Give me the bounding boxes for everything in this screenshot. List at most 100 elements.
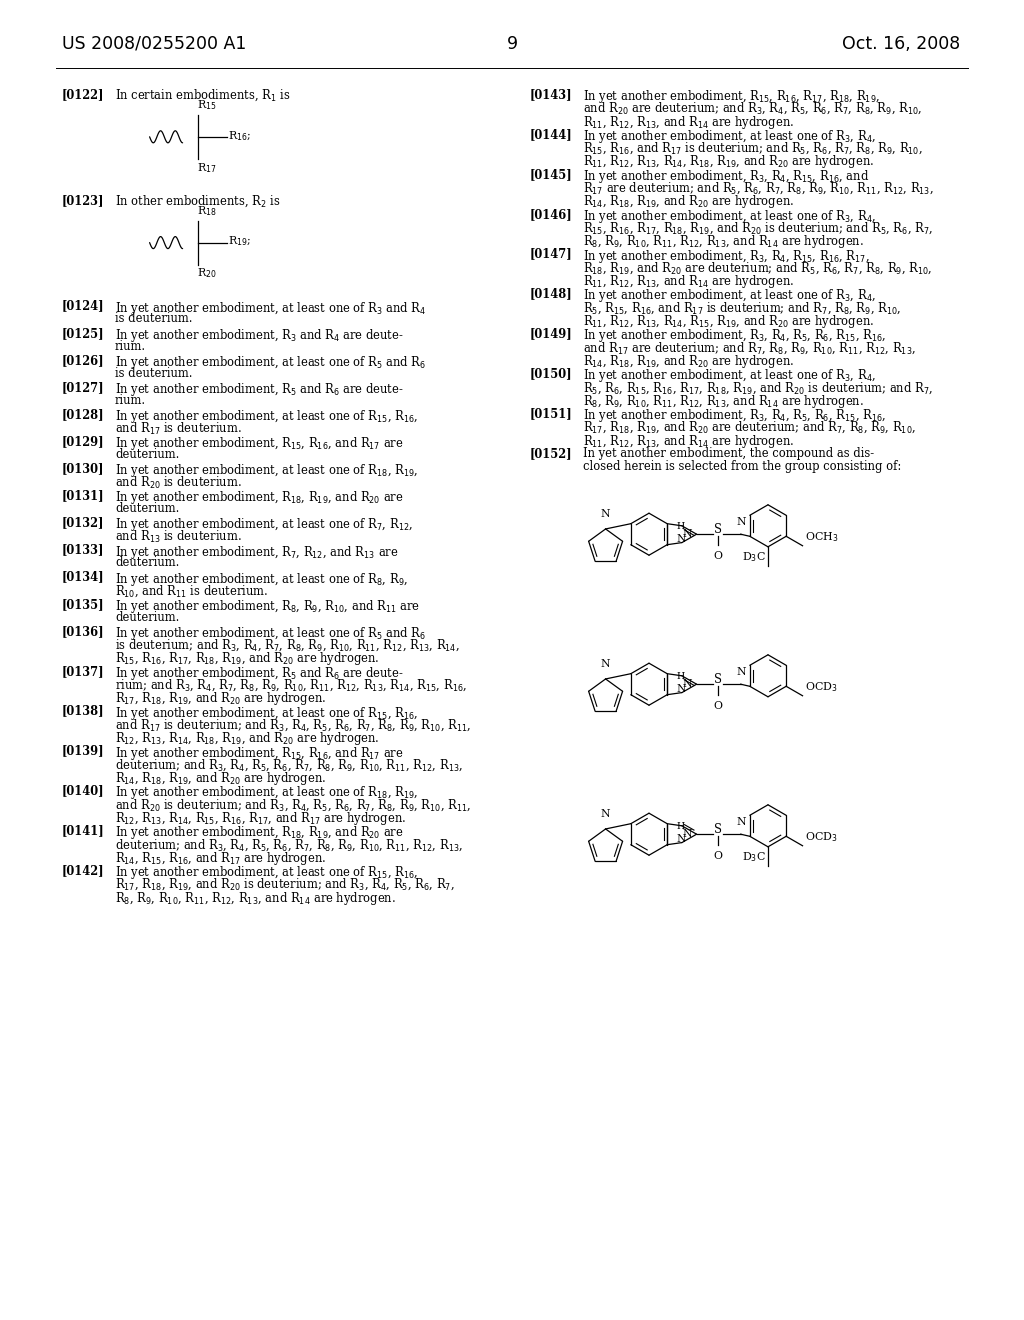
Text: deuterium.: deuterium. xyxy=(115,556,179,569)
Text: R$_{12}$, R$_{13}$, R$_{14}$, R$_{15}$, R$_{16}$, R$_{17}$, and R$_{17}$ are hyd: R$_{12}$, R$_{13}$, R$_{14}$, R$_{15}$, … xyxy=(115,810,407,828)
Text: N: N xyxy=(736,668,745,677)
Text: R$_{11}$, R$_{12}$, R$_{13}$, and R$_{14}$ are hydrogen.: R$_{11}$, R$_{12}$, R$_{13}$, and R$_{14… xyxy=(583,433,794,450)
Text: In yet another embodiment, R$_3$ and R$_4$ are deute-: In yet another embodiment, R$_3$ and R$_… xyxy=(115,327,403,343)
Text: O: O xyxy=(713,851,722,861)
Text: N: N xyxy=(736,517,745,527)
Text: [0125]: [0125] xyxy=(62,327,104,339)
Text: N: N xyxy=(676,533,686,544)
Text: R$_{10}$, and R$_{11}$ is deuterium.: R$_{10}$, and R$_{11}$ is deuterium. xyxy=(115,583,268,599)
Text: N: N xyxy=(683,529,692,539)
Text: N: N xyxy=(676,834,686,843)
Text: In yet another embodiment, at least one of R$_3$, R$_4$,: In yet another embodiment, at least one … xyxy=(583,367,877,384)
Text: In yet another embodiment, at least one of R$_{18}$, R$_{19}$,: In yet another embodiment, at least one … xyxy=(115,784,418,801)
Text: [0133]: [0133] xyxy=(62,544,104,557)
Text: [0144]: [0144] xyxy=(530,128,572,141)
Text: [0139]: [0139] xyxy=(62,744,104,758)
Text: OCH$_3$: OCH$_3$ xyxy=(805,529,838,544)
Text: closed herein is selected from the group consisting of:: closed herein is selected from the group… xyxy=(583,459,901,473)
Text: R$_5$, R$_6$, R$_{15}$, R$_{16}$, R$_{17}$, R$_{18}$, R$_{19}$, and R$_{20}$ is : R$_5$, R$_6$, R$_{15}$, R$_{16}$, R$_{17… xyxy=(583,380,933,396)
Text: R$_{12}$, R$_{13}$, R$_{14}$, R$_{18}$, R$_{19}$, and R$_{20}$ are hydrogen.: R$_{12}$, R$_{13}$, R$_{14}$, R$_{18}$, … xyxy=(115,730,380,747)
Text: O: O xyxy=(713,550,722,561)
Text: R$_{16}$;: R$_{16}$; xyxy=(227,129,251,143)
Text: deuterium; and R$_3$, R$_4$, R$_5$, R$_6$, R$_7$, R$_8$, R$_9$, R$_{10}$, R$_{11: deuterium; and R$_3$, R$_4$, R$_5$, R$_6… xyxy=(115,837,463,853)
Text: R$_{11}$, R$_{12}$, R$_{13}$, R$_{14}$, R$_{15}$, R$_{19}$, and R$_{20}$ are hyd: R$_{11}$, R$_{12}$, R$_{13}$, R$_{14}$, … xyxy=(583,313,874,330)
Text: In yet another embodiment, at least one of R$_{15}$, R$_{16}$,: In yet another embodiment, at least one … xyxy=(115,865,418,882)
Text: [0130]: [0130] xyxy=(62,462,104,475)
Text: In yet another embodiment, at least one of R$_3$, R$_4$,: In yet another embodiment, at least one … xyxy=(583,288,877,305)
Text: O: O xyxy=(713,701,722,711)
Text: In yet another embodiment, at least one of R$_{15}$, R$_{16}$,: In yet another embodiment, at least one … xyxy=(115,408,418,425)
Text: [0129]: [0129] xyxy=(62,436,104,447)
Text: In yet another embodiment, at least one of R$_8$, R$_9$,: In yet another embodiment, at least one … xyxy=(115,570,408,587)
Text: R$_{18}$, R$_{19}$, and R$_{20}$ are deuterium; and R$_5$, R$_6$, R$_7$, R$_8$, : R$_{18}$, R$_{19}$, and R$_{20}$ are deu… xyxy=(583,260,933,276)
Text: US 2008/0255200 A1: US 2008/0255200 A1 xyxy=(62,36,247,53)
Text: [0126]: [0126] xyxy=(62,354,104,367)
Text: OCD$_3$: OCD$_3$ xyxy=(805,680,838,694)
Text: [0124]: [0124] xyxy=(62,300,104,313)
Text: R$_{15}$, R$_{16}$, and R$_{17}$ is deuterium; and R$_5$, R$_6$, R$_7$, R$_8$, R: R$_{15}$, R$_{16}$, and R$_{17}$ is deut… xyxy=(583,141,923,156)
Text: In yet another embodiment, at least one of R$_5$ and R$_6$: In yet another embodiment, at least one … xyxy=(115,354,426,371)
Text: In yet another embodiment, R$_5$ and R$_6$ are deute-: In yet another embodiment, R$_5$ and R$_… xyxy=(115,665,403,681)
Text: [0122]: [0122] xyxy=(62,88,104,102)
Text: [0152]: [0152] xyxy=(530,447,572,461)
Text: N: N xyxy=(683,678,692,689)
Text: In yet another embodiment, R$_{15}$, R$_{16}$, and R$_{17}$ are: In yet another embodiment, R$_{15}$, R$_… xyxy=(115,744,403,762)
Text: H: H xyxy=(677,672,685,681)
Text: deuterium; and R$_3$, R$_4$, R$_5$, R$_6$, R$_7$, R$_8$, R$_9$, R$_{10}$, R$_{11: deuterium; and R$_3$, R$_4$, R$_5$, R$_6… xyxy=(115,758,463,772)
Text: 9: 9 xyxy=(507,36,517,53)
Text: [0127]: [0127] xyxy=(62,381,104,393)
Text: and R$_{17}$ is deuterium; and R$_3$, R$_4$, R$_5$, R$_6$, R$_7$, R$_8$, R$_9$, : and R$_{17}$ is deuterium; and R$_3$, R$… xyxy=(115,717,471,733)
Text: rium.: rium. xyxy=(115,339,146,352)
Text: In yet another embodiment, R$_3$, R$_4$, R$_{15}$, R$_{16}$, R$_{17}$,: In yet another embodiment, R$_3$, R$_4$,… xyxy=(583,248,869,264)
Text: [0147]: [0147] xyxy=(530,248,572,260)
Text: [0136]: [0136] xyxy=(62,624,104,638)
Text: [0150]: [0150] xyxy=(530,367,572,380)
Text: R$_8$, R$_9$, R$_{10}$, R$_{11}$, R$_{12}$, R$_{13}$, and R$_{14}$ are hydrogen.: R$_8$, R$_9$, R$_{10}$, R$_{11}$, R$_{12… xyxy=(583,234,864,251)
Text: R$_{17}$: R$_{17}$ xyxy=(197,161,217,174)
Text: [0145]: [0145] xyxy=(530,168,572,181)
Text: [0148]: [0148] xyxy=(530,288,572,301)
Text: and R$_{20}$ is deuterium.: and R$_{20}$ is deuterium. xyxy=(115,475,242,491)
Text: R$_{17}$, R$_{18}$, R$_{19}$, and R$_{20}$ are hydrogen.: R$_{17}$, R$_{18}$, R$_{19}$, and R$_{20… xyxy=(115,690,326,708)
Text: In yet another embodiment, R$_3$, R$_4$, R$_5$, R$_6$, R$_{15}$, R$_{16}$,: In yet another embodiment, R$_3$, R$_4$,… xyxy=(583,327,886,345)
Text: is deuterium.: is deuterium. xyxy=(115,367,193,380)
Text: D$_3$C: D$_3$C xyxy=(742,850,766,863)
Text: H: H xyxy=(677,821,685,830)
Text: [0135]: [0135] xyxy=(62,598,104,611)
Text: R$_8$, R$_9$, R$_{10}$, R$_{11}$, R$_{12}$, R$_{13}$, and R$_{14}$ are hydrogen.: R$_8$, R$_9$, R$_{10}$, R$_{11}$, R$_{12… xyxy=(583,393,864,411)
Text: In yet another embodiment, at least one of R$_7$, R$_{12}$,: In yet another embodiment, at least one … xyxy=(115,516,413,533)
Text: [0123]: [0123] xyxy=(62,194,104,207)
Text: In yet another embodiment, at least one of R$_3$, R$_4$,: In yet another embodiment, at least one … xyxy=(583,128,877,145)
Text: is deuterium.: is deuterium. xyxy=(115,313,193,326)
Text: and R$_{13}$ is deuterium.: and R$_{13}$ is deuterium. xyxy=(115,529,242,545)
Text: R$_{15}$: R$_{15}$ xyxy=(197,98,217,112)
Text: In yet another embodiment, the compound as dis-: In yet another embodiment, the compound … xyxy=(583,447,874,461)
Text: [0140]: [0140] xyxy=(62,784,104,797)
Text: In other embodiments, R$_2$ is: In other embodiments, R$_2$ is xyxy=(115,194,281,210)
Text: In yet another embodiment, at least one of R$_{18}$, R$_{19}$,: In yet another embodiment, at least one … xyxy=(115,462,418,479)
Text: R$_{11}$, R$_{12}$, R$_{13}$, and R$_{14}$ are hydrogen.: R$_{11}$, R$_{12}$, R$_{13}$, and R$_{14… xyxy=(583,273,794,290)
Text: R$_{17}$ are deuterium; and R$_5$, R$_6$, R$_7$, R$_8$, R$_9$, R$_{10}$, R$_{11}: R$_{17}$ are deuterium; and R$_5$, R$_6$… xyxy=(583,181,934,197)
Text: and R$_{17}$ is deuterium.: and R$_{17}$ is deuterium. xyxy=(115,421,242,437)
Text: [0137]: [0137] xyxy=(62,665,104,677)
Text: [0149]: [0149] xyxy=(530,327,572,341)
Text: H: H xyxy=(677,521,685,531)
Text: deuterium.: deuterium. xyxy=(115,611,179,623)
Text: In yet another embodiment, at least one of R$_{15}$, R$_{16}$,: In yet another embodiment, at least one … xyxy=(115,705,418,722)
Text: In yet another embodiment, R$_8$, R$_9$, R$_{10}$, and R$_{11}$ are: In yet another embodiment, R$_8$, R$_9$,… xyxy=(115,598,420,615)
Text: N: N xyxy=(676,684,686,693)
Text: R$_{14}$, R$_{15}$, R$_{16}$, and R$_{17}$ are hydrogen.: R$_{14}$, R$_{15}$, R$_{16}$, and R$_{17… xyxy=(115,850,326,867)
Text: S: S xyxy=(714,673,722,685)
Text: R$_{11}$, R$_{12}$, R$_{13}$, R$_{14}$, R$_{18}$, R$_{19}$, and R$_{20}$ are hyd: R$_{11}$, R$_{12}$, R$_{13}$, R$_{14}$, … xyxy=(583,153,874,170)
Text: S: S xyxy=(714,822,722,836)
Text: R$_{14}$, R$_{18}$, R$_{19}$, and R$_{20}$ are hydrogen.: R$_{14}$, R$_{18}$, R$_{19}$, and R$_{20… xyxy=(583,194,794,210)
Text: R$_{14}$, R$_{18}$, R$_{19}$, and R$_{20}$ are hydrogen.: R$_{14}$, R$_{18}$, R$_{19}$, and R$_{20… xyxy=(583,352,794,370)
Text: D$_3$C: D$_3$C xyxy=(742,550,766,564)
Text: [0131]: [0131] xyxy=(62,490,104,503)
Text: deuterium.: deuterium. xyxy=(115,447,179,461)
Text: S: S xyxy=(714,523,722,536)
Text: rium; and R$_3$, R$_4$, R$_7$, R$_8$, R$_9$, R$_{10}$, R$_{11}$, R$_{12}$, R$_{1: rium; and R$_3$, R$_4$, R$_7$, R$_8$, R$… xyxy=(115,677,467,693)
Text: [0141]: [0141] xyxy=(62,824,104,837)
Text: In yet another embodiment, R$_{15}$, R$_{16}$, and R$_{17}$ are: In yet another embodiment, R$_{15}$, R$_… xyxy=(115,436,403,453)
Text: and R$_{20}$ are deuterium; and R$_3$, R$_4$, R$_5$, R$_6$, R$_7$, R$_8$, R$_9$,: and R$_{20}$ are deuterium; and R$_3$, R… xyxy=(583,100,923,116)
